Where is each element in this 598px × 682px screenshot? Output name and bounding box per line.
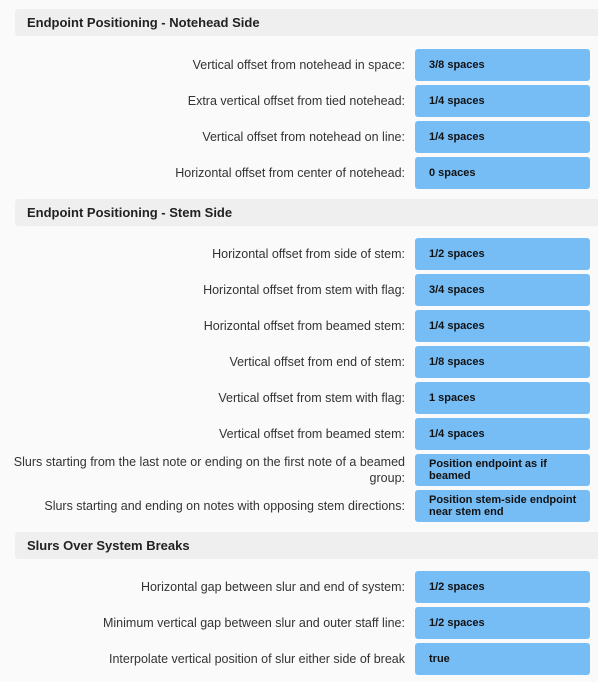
setting-row: Vertical offset from stem with flag: 1 s… [0,382,598,418]
setting-row: Horizontal offset from beamed stem: 1/4 … [0,310,598,346]
setting-row: Horizontal offset from center of notehea… [0,157,598,193]
setting-value-field[interactable]: 1 spaces [415,382,590,414]
setting-row: Vertical offset from end of stem: 1/8 sp… [0,346,598,382]
setting-value-field[interactable]: 1/2 spaces [415,607,590,639]
setting-value-field[interactable]: 1/2 spaces [415,238,590,270]
setting-value-field[interactable]: 3/8 spaces [415,49,590,81]
setting-label: Vertical offset from beamed stem: [219,427,405,441]
section-header-notehead-side: Endpoint Positioning - Notehead Side [15,9,598,36]
setting-label: Interpolate vertical position of slur ei… [109,652,405,666]
setting-label: Extra vertical offset from tied notehead… [187,94,405,108]
section-header-stem-side: Endpoint Positioning - Stem Side [15,199,598,226]
setting-value-field[interactable]: 0 spaces [415,157,590,189]
section-header-system-breaks: Slurs Over System Breaks [15,532,598,559]
setting-row: Slurs starting from the last note or end… [0,454,598,490]
setting-label: Slurs starting from the last note or end… [13,455,405,485]
setting-row: Minimum vertical gap between slur and ou… [0,607,598,643]
setting-value-field[interactable]: 1/4 spaces [415,121,590,153]
setting-row: Vertical offset from beamed stem: 1/4 sp… [0,418,598,454]
setting-row: Vertical offset from notehead in space: … [0,49,598,85]
setting-label: Vertical offset from stem with flag: [218,391,405,405]
setting-row: Extra vertical offset from tied notehead… [0,85,598,121]
setting-value-toggle[interactable]: true [415,643,590,675]
setting-label: Slurs starting and ending on notes with … [44,499,405,513]
setting-label: Vertical offset from end of stem: [229,355,405,369]
setting-value-field[interactable]: 3/4 spaces [415,274,590,306]
setting-value-field[interactable]: 1/4 spaces [415,310,590,342]
setting-row: Horizontal offset from side of stem: 1/2… [0,238,598,274]
setting-label: Horizontal offset from stem with flag: [203,283,405,297]
setting-label: Minimum vertical gap between slur and ou… [102,616,405,630]
setting-row: Horizontal offset from stem with flag: 3… [0,274,598,310]
setting-value-field[interactable]: 1/2 spaces [415,571,590,603]
setting-label: Vertical offset from notehead in space: [192,58,405,72]
setting-value-dropdown[interactable]: Position stem-side endpoint near stem en… [415,490,590,522]
setting-label: Horizontal gap between slur and end of s… [140,580,405,594]
setting-value-field[interactable]: 1/4 spaces [415,418,590,450]
setting-value-field[interactable]: 1/8 spaces [415,346,590,378]
setting-label: Horizontal offset from center of notehea… [175,166,405,180]
setting-row: Vertical offset from notehead on line: 1… [0,121,598,157]
setting-row: Horizontal gap between slur and end of s… [0,571,598,607]
setting-value-field[interactable]: 1/4 spaces [415,85,590,117]
setting-label: Horizontal offset from beamed stem: [203,319,405,333]
setting-row: Interpolate vertical position of slur ei… [0,643,598,679]
setting-label: Horizontal offset from side of stem: [212,247,405,261]
setting-label: Vertical offset from notehead on line: [202,130,405,144]
setting-row: Slurs starting and ending on notes with … [0,490,598,526]
setting-value-dropdown[interactable]: Position endpoint as if beamed [415,454,590,486]
